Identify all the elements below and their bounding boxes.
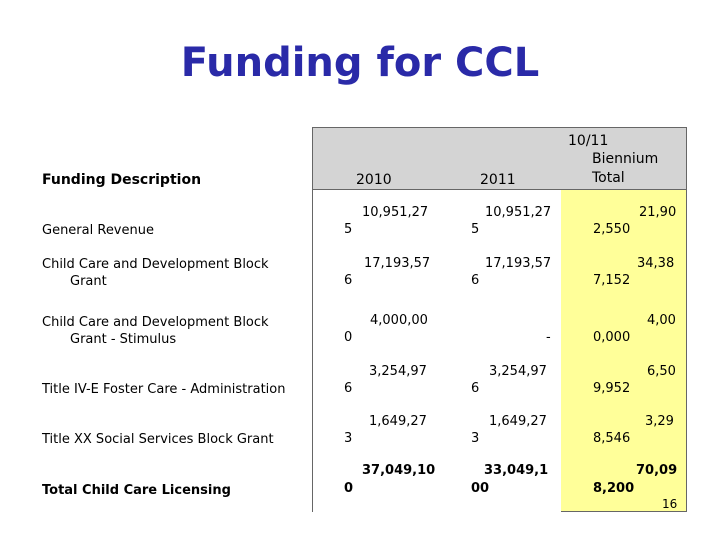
table-cell-2010: 10,951,27 (362, 205, 429, 220)
page-number: 16 (662, 497, 678, 511)
table-cell-2011-cont: 6 (471, 381, 480, 396)
table-cell-2011: 1,649,27 (489, 414, 547, 429)
table-cell-total: 21,90 (639, 205, 677, 220)
table-cell-2011: 10,951,27 (485, 205, 552, 220)
year-2011-header: 2011 (480, 172, 516, 188)
table-cell-total-cont: 8,200 (593, 481, 635, 496)
page-title: Funding for CCL (180, 40, 540, 86)
year-2010-header: 2010 (356, 172, 392, 188)
table-cell-total-cont: 8,546 (593, 431, 631, 446)
table-cell-2010-cont: 3 (344, 431, 353, 446)
biennium-header-line3: Total (592, 170, 625, 186)
table-cell-total-cont: 7,152 (593, 273, 631, 288)
table-row-label: Child Care and Development Block Grant (42, 257, 269, 289)
table-cell-2011: 3,254,97 (489, 364, 547, 379)
table-cell-total: 3,29 (645, 414, 674, 429)
table-cell-2010-cont: 5 (344, 222, 353, 237)
table-cell-2010: 17,193,57 (364, 256, 431, 271)
table-cell-total-cont: 2,550 (593, 222, 631, 237)
table-cell-2010-cont: 6 (344, 381, 353, 396)
table-row-label: Child Care and Development Block Grant -… (42, 315, 269, 347)
table-cell-2010: 4,000,00 (370, 313, 428, 328)
biennium-header-line1: 10/11 (568, 133, 609, 149)
table-cell-2011-cont: 5 (471, 222, 480, 237)
table-cell-2011: 33,049,1 (484, 463, 549, 478)
table-row-label: General Revenue (42, 223, 154, 238)
table-cell-2011-cont: 3 (471, 431, 480, 446)
table-row-label: Title IV-E Foster Care - Administration (42, 382, 286, 397)
table-cell-2011-cont: 00 (471, 481, 490, 496)
header-band (312, 127, 687, 190)
table-cell-2011: - (546, 330, 551, 345)
table-cell-total: 4,00 (647, 313, 676, 328)
table-cell-total: 6,50 (647, 364, 676, 379)
table-cell-2010-cont: 0 (344, 481, 354, 496)
biennium-header-line2: Biennium (592, 151, 659, 167)
table-cell-2010: 37,049,10 (362, 463, 436, 478)
table-cell-total-cont: 0,000 (593, 330, 631, 345)
table-cell-total-cont: 9,952 (593, 381, 631, 396)
table-cell-2010-cont: 6 (344, 273, 353, 288)
table-cell-2010-cont: 0 (344, 330, 353, 345)
table-cell-2010: 1,649,27 (369, 414, 427, 429)
biennium-total-column (561, 190, 687, 512)
table-cell-total: 70,09 (636, 463, 678, 478)
table-cell-2011-cont: 6 (471, 273, 480, 288)
table-left-border (312, 190, 313, 512)
table-cell-2010: 3,254,97 (369, 364, 427, 379)
table-row-label: Total Child Care Licensing (42, 483, 231, 498)
table-cell-2011: 17,193,57 (485, 256, 552, 271)
table-row-label: Title XX Social Services Block Grant (42, 432, 274, 447)
funding-description-header: Funding Description (42, 172, 202, 188)
table-cell-total: 34,38 (637, 256, 675, 271)
